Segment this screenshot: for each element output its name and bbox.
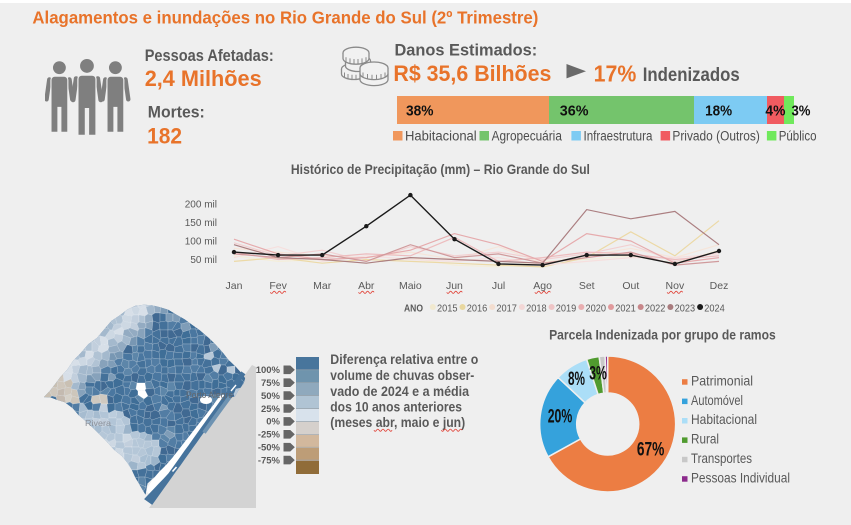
svg-text:20%: 20%: [548, 407, 573, 428]
svg-text:2022: 2022: [645, 302, 666, 314]
svg-text:Abr: Abr: [358, 280, 375, 292]
svg-text:dos 10 anos anteriores: dos 10 anos anteriores: [330, 400, 462, 415]
svg-text:Agropecuária: Agropecuária: [492, 129, 563, 144]
svg-text:50 mil: 50 mil: [190, 255, 217, 266]
svg-text:Pessoas Individual: Pessoas Individual: [691, 469, 790, 485]
svg-text:100 mil: 100 mil: [185, 237, 217, 248]
svg-text:Infraestrutura: Infraestrutura: [584, 129, 653, 144]
svg-text:67%: 67%: [637, 440, 665, 461]
svg-text:Transportes: Transportes: [691, 450, 752, 466]
svg-text:Out: Out: [622, 280, 639, 292]
svg-text:Fev: Fev: [269, 280, 287, 292]
svg-text:Histórico de Precipitação (mm): Histórico de Precipitação (mm) – Rio Gra…: [291, 161, 590, 177]
svg-text:2020: 2020: [586, 302, 607, 314]
svg-text:Jul: Jul: [492, 280, 505, 292]
svg-text:38%: 38%: [406, 103, 434, 120]
svg-text:2023: 2023: [675, 302, 696, 314]
svg-text:Pessoas Afetadas:: Pessoas Afetadas:: [145, 47, 274, 65]
svg-text:2016: 2016: [467, 302, 488, 314]
svg-text:Ago: Ago: [533, 280, 552, 292]
svg-text:Público: Público: [779, 129, 817, 144]
svg-text:-75%: -75%: [258, 455, 281, 466]
svg-text:36%: 36%: [560, 103, 589, 120]
svg-text:Porto Alegre: Porto Alegre: [186, 390, 233, 401]
svg-text:3%: 3%: [792, 103, 811, 120]
svg-text:2015: 2015: [437, 302, 458, 314]
svg-text:Alagamentos e inundações no Ri: Alagamentos e inundações no Rio Grande d…: [32, 8, 538, 28]
svg-text:4%: 4%: [765, 103, 785, 120]
svg-text:Mortes:: Mortes:: [148, 104, 205, 122]
svg-text:0%: 0%: [266, 417, 280, 428]
svg-text:18%: 18%: [705, 103, 732, 120]
svg-text:25%: 25%: [261, 404, 281, 415]
svg-text:17%: 17%: [594, 61, 637, 87]
svg-text:vado de 2024 e a média: vado de 2024 e a média: [330, 384, 469, 399]
svg-text:Privado (Outros): Privado (Outros): [672, 129, 759, 144]
svg-text:Parcela Indenizada por grupo d: Parcela Indenizada por grupo de ramos: [549, 327, 776, 343]
svg-text:Jun: Jun: [446, 280, 463, 292]
svg-text:2017: 2017: [496, 302, 517, 314]
svg-text:Indenizados: Indenizados: [643, 64, 740, 86]
svg-text:Habitacional: Habitacional: [691, 411, 757, 427]
svg-text:2,4 Milhões: 2,4 Milhões: [145, 66, 262, 91]
svg-text:2024: 2024: [704, 302, 725, 314]
svg-text:-50%: -50%: [258, 443, 281, 454]
svg-text:75%: 75%: [261, 378, 281, 389]
svg-text:volume de chuvas obser-: volume de chuvas obser-: [330, 368, 474, 383]
svg-text:Rivera: Rivera: [85, 418, 111, 428]
svg-text:Nov: Nov: [666, 280, 685, 292]
svg-text:Patrimonial: Patrimonial: [691, 372, 753, 388]
svg-text:Jan: Jan: [226, 280, 243, 292]
svg-text:100%: 100%: [256, 365, 281, 376]
svg-text:Rural: Rural: [691, 431, 719, 447]
svg-text:2019: 2019: [556, 302, 577, 314]
svg-text:3%: 3%: [589, 364, 607, 385]
svg-text:8%: 8%: [568, 369, 585, 390]
svg-text:Mar: Mar: [313, 280, 332, 292]
svg-text:50%: 50%: [261, 391, 281, 402]
svg-text:(meses abr, maio e jun): (meses abr, maio e jun): [330, 415, 465, 430]
svg-text:ANO: ANO: [404, 302, 423, 314]
svg-text:Maio: Maio: [399, 280, 422, 292]
svg-text:-25%: -25%: [258, 430, 281, 441]
svg-text:R$ 35,6 Bilhões: R$ 35,6 Bilhões: [393, 61, 551, 86]
svg-text:182: 182: [147, 124, 182, 149]
svg-text:Dez: Dez: [710, 280, 729, 292]
svg-text:150 mil: 150 mil: [185, 218, 217, 229]
svg-text:Automóvel: Automóvel: [691, 392, 743, 408]
svg-text:2018: 2018: [526, 302, 547, 314]
svg-text:200 mil: 200 mil: [185, 200, 217, 211]
svg-text:Diferença relativa entre o: Diferença relativa entre o: [330, 352, 478, 367]
svg-text:Danos Estimados:: Danos Estimados:: [395, 41, 538, 59]
svg-text:Set: Set: [579, 280, 595, 292]
svg-text:Habitacional: Habitacional: [405, 129, 477, 144]
svg-text:2021: 2021: [615, 302, 636, 314]
